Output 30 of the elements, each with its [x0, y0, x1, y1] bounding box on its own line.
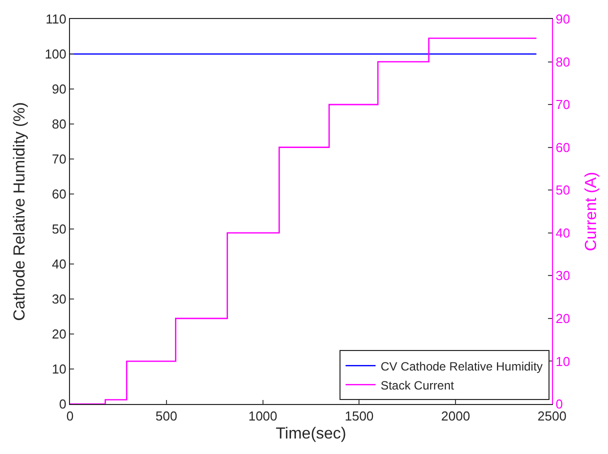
- y-tick-label: 110: [46, 12, 66, 27]
- y-tick-label: 40: [52, 256, 66, 272]
- x-axis-title: Time(sec): [276, 425, 346, 442]
- y2-tick-label: 40: [556, 225, 570, 240]
- y-tick-label: 80: [52, 116, 66, 132]
- legend-label: Stack Current: [380, 378, 455, 392]
- y-tick-label: 20: [52, 326, 66, 342]
- y2-tick-label: 60: [556, 140, 570, 155]
- y-tick-label: 50: [52, 222, 66, 237]
- y2-axis-title: Current (A): [582, 172, 600, 252]
- x-tick-label: 2000: [441, 408, 470, 424]
- y-tick-label: 0: [59, 396, 66, 412]
- y-tick-label: 100: [44, 46, 66, 62]
- y2-tick-label: 90: [556, 12, 570, 27]
- y2-tick-label: 10: [556, 354, 570, 369]
- y-tick-label: 90: [52, 82, 66, 97]
- y-tick-label: 30: [52, 292, 66, 307]
- x-tick-label: 500: [156, 408, 178, 424]
- y2-tick-label: 30: [556, 268, 570, 284]
- y-tick-label: 10: [52, 362, 66, 377]
- x-tick-label: 1000: [248, 408, 278, 424]
- x-tick-label: 1500: [344, 408, 374, 424]
- y2-tick-label: 50: [556, 182, 570, 198]
- legend-label: CV Cathode Relative Humidity: [380, 359, 543, 374]
- y-tick-label: 60: [52, 186, 66, 202]
- y2-tick-label: 80: [556, 54, 570, 70]
- y-axis-title: Cathode Relative Humidity (%): [12, 102, 29, 321]
- y2-tick-label: 20: [556, 310, 570, 326]
- y-tick-label: 70: [52, 152, 66, 167]
- y2-tick-label: 70: [556, 97, 570, 112]
